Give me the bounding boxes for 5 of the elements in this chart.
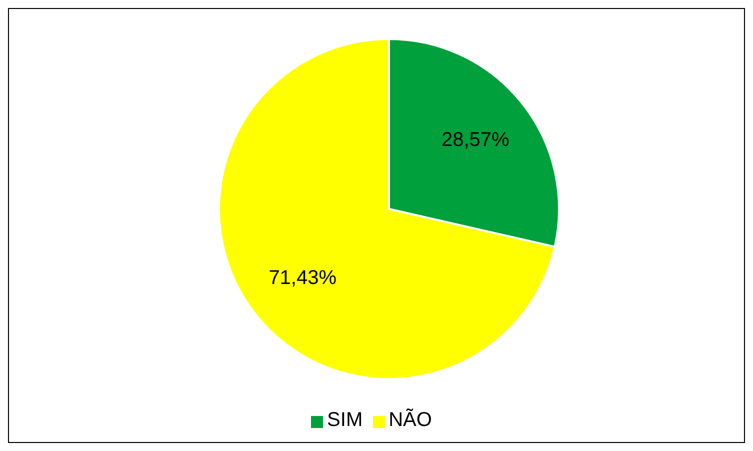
legend-label: SIM: [327, 409, 363, 431]
pie-slice: [218, 38, 556, 380]
data-label: 28,57%: [441, 129, 510, 152]
data-label: 71,43%: [268, 266, 337, 289]
legend-label: NÃO: [388, 409, 432, 431]
